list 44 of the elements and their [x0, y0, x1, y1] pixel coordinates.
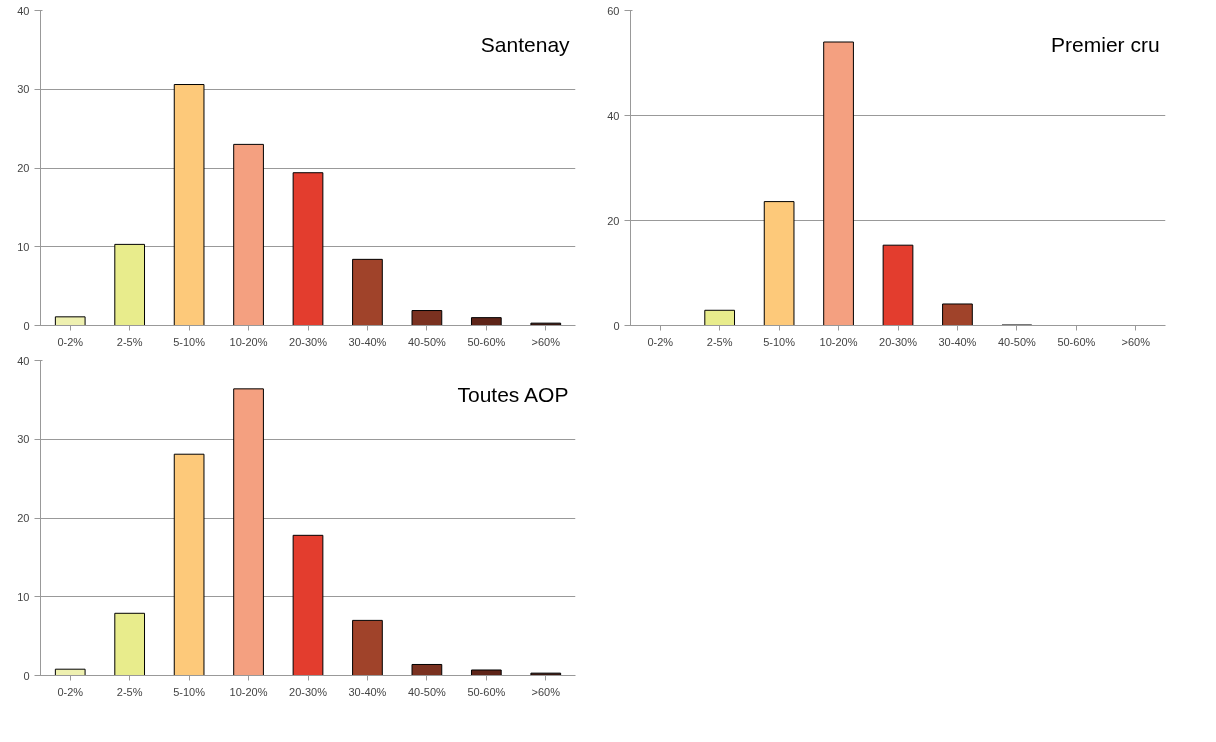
- text: Premier cru: [1051, 32, 1160, 56]
- x-tick-label: 0-2%: [57, 335, 84, 348]
- x-tick-label: 30-40%: [348, 335, 387, 348]
- text: Santenay: [480, 32, 571, 56]
- x-tick-label: 50-60%: [1057, 335, 1096, 348]
- text: Toutes AOP: [457, 382, 569, 406]
- x-tick-label: 40-50%: [407, 685, 447, 698]
- x-tick-label: 0-2%: [57, 685, 84, 698]
- x-tick-label: 0-2%: [647, 335, 674, 348]
- x-tick-label: >60%: [531, 335, 561, 348]
- x-tick-label: >60%: [1121, 335, 1151, 348]
- y-tick-label: 30: [17, 83, 30, 96]
- x-tick-label: 40-50%: [997, 335, 1037, 348]
- y-tick-label: 40: [17, 4, 30, 17]
- x-tick-label: 2-5%: [116, 685, 143, 698]
- x-tick-label: 50-60%: [467, 335, 506, 348]
- y-tick-label: 0: [613, 319, 620, 332]
- x-tick-label: 20-30%: [879, 335, 918, 348]
- y-tick-label: 0: [23, 669, 30, 682]
- y-tick-label: 20: [17, 512, 30, 524]
- y-tick-label: 40: [17, 354, 30, 367]
- x-tick-label: 30-40%: [938, 335, 977, 348]
- x-tick-label: 5-10%: [173, 685, 206, 698]
- x-tick-label: 2-5%: [706, 335, 733, 348]
- x-tick-label: 2-5%: [116, 335, 143, 348]
- y-tick-label: 0: [23, 319, 30, 332]
- x-tick-label: 20-30%: [289, 335, 328, 348]
- x-tick-label: 20-30%: [289, 685, 328, 698]
- y-tick-label: 60: [607, 4, 620, 17]
- y-tick-label: 10: [17, 240, 30, 253]
- y-tick-label: 40: [607, 109, 620, 122]
- y-tick-label: 10: [17, 590, 30, 603]
- y-tick-label: 20: [607, 214, 620, 227]
- x-tick-label: 10-20%: [229, 335, 268, 348]
- x-tick-label: 50-60%: [467, 685, 506, 698]
- x-tick-label: 40-50%: [407, 335, 447, 348]
- x-tick-label: 5-10%: [173, 335, 206, 348]
- x-tick-label: 5-10%: [763, 335, 796, 348]
- x-tick-label: 10-20%: [819, 335, 858, 348]
- x-tick-label: 30-40%: [348, 685, 387, 698]
- y-tick-label: 30: [17, 433, 30, 446]
- x-tick-label: >60%: [531, 685, 561, 698]
- x-tick-label: 10-20%: [229, 685, 268, 698]
- y-tick-label: 20: [17, 162, 30, 174]
